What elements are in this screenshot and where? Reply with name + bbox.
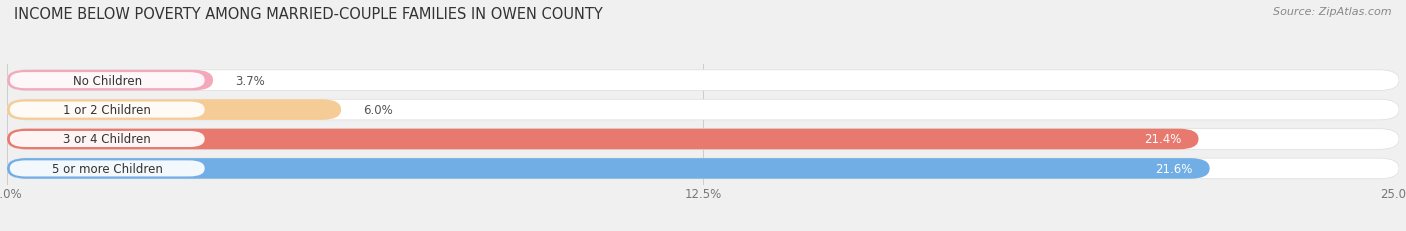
Text: 21.4%: 21.4% (1144, 133, 1182, 146)
FancyBboxPatch shape (7, 70, 214, 91)
Text: 5 or more Children: 5 or more Children (52, 162, 163, 175)
Text: 21.6%: 21.6% (1156, 162, 1192, 175)
FancyBboxPatch shape (7, 158, 1399, 179)
Text: Source: ZipAtlas.com: Source: ZipAtlas.com (1274, 7, 1392, 17)
FancyBboxPatch shape (7, 129, 1399, 150)
FancyBboxPatch shape (10, 102, 205, 118)
Text: 3.7%: 3.7% (235, 74, 266, 87)
FancyBboxPatch shape (7, 158, 1209, 179)
Text: 6.0%: 6.0% (363, 104, 394, 117)
FancyBboxPatch shape (10, 131, 205, 147)
Text: 1 or 2 Children: 1 or 2 Children (63, 104, 152, 117)
Text: 3 or 4 Children: 3 or 4 Children (63, 133, 150, 146)
FancyBboxPatch shape (7, 100, 342, 120)
FancyBboxPatch shape (7, 129, 1198, 150)
FancyBboxPatch shape (10, 73, 205, 89)
FancyBboxPatch shape (7, 70, 1399, 91)
Text: INCOME BELOW POVERTY AMONG MARRIED-COUPLE FAMILIES IN OWEN COUNTY: INCOME BELOW POVERTY AMONG MARRIED-COUPL… (14, 7, 603, 22)
Text: No Children: No Children (73, 74, 142, 87)
FancyBboxPatch shape (7, 100, 1399, 120)
FancyBboxPatch shape (10, 161, 205, 177)
